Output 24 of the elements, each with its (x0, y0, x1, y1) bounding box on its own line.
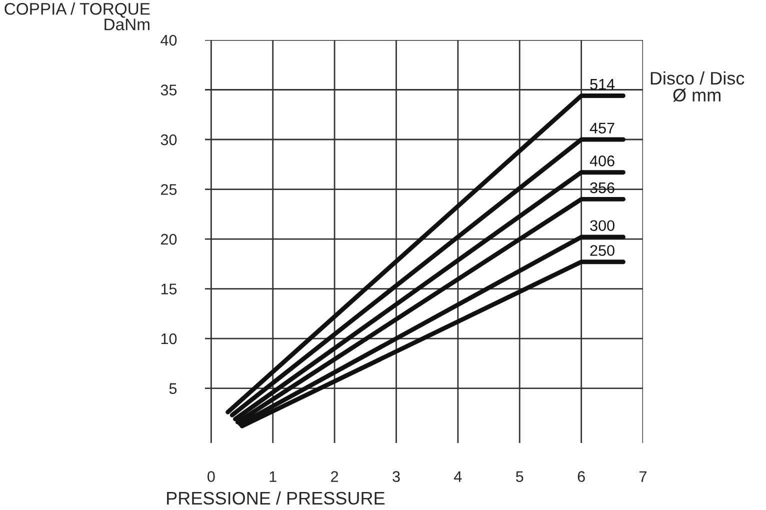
x-tick-label: 2 (331, 471, 338, 482)
x-tick-label: 6 (578, 471, 585, 482)
x-tick-label: 0 (208, 471, 215, 482)
series-label: 514 (590, 79, 615, 90)
x-tick-label: 5 (516, 471, 524, 482)
y-tick-label: 40 (160, 34, 177, 46)
y-tick-label: 20 (161, 234, 177, 245)
series-label: 406 (590, 156, 614, 166)
series-label: 457 (590, 122, 614, 134)
y-tick-label: 5 (169, 383, 177, 394)
x-tick-label: 1 (270, 471, 276, 482)
x-tick-label: 7 (640, 471, 646, 482)
x-axis-title: PRESSIONE / PRESSURE (167, 491, 385, 505)
series-label: 250 (590, 245, 614, 256)
y-tick-label: 15 (161, 284, 177, 294)
y-tick-label: 35 (160, 84, 177, 96)
y-tick-label: 30 (160, 134, 177, 146)
series-label: 300 (590, 220, 614, 232)
text: Disco / Disc Ø mm (650, 71, 744, 102)
y-axis-title: COPPIA / TORQUE DaNm (4, 2, 150, 30)
x-tick-label: 3 (392, 471, 400, 482)
y-tick-label: 10 (161, 333, 177, 344)
x-tick-label: 4 (454, 471, 462, 482)
y-tick-label: 25 (161, 184, 177, 195)
